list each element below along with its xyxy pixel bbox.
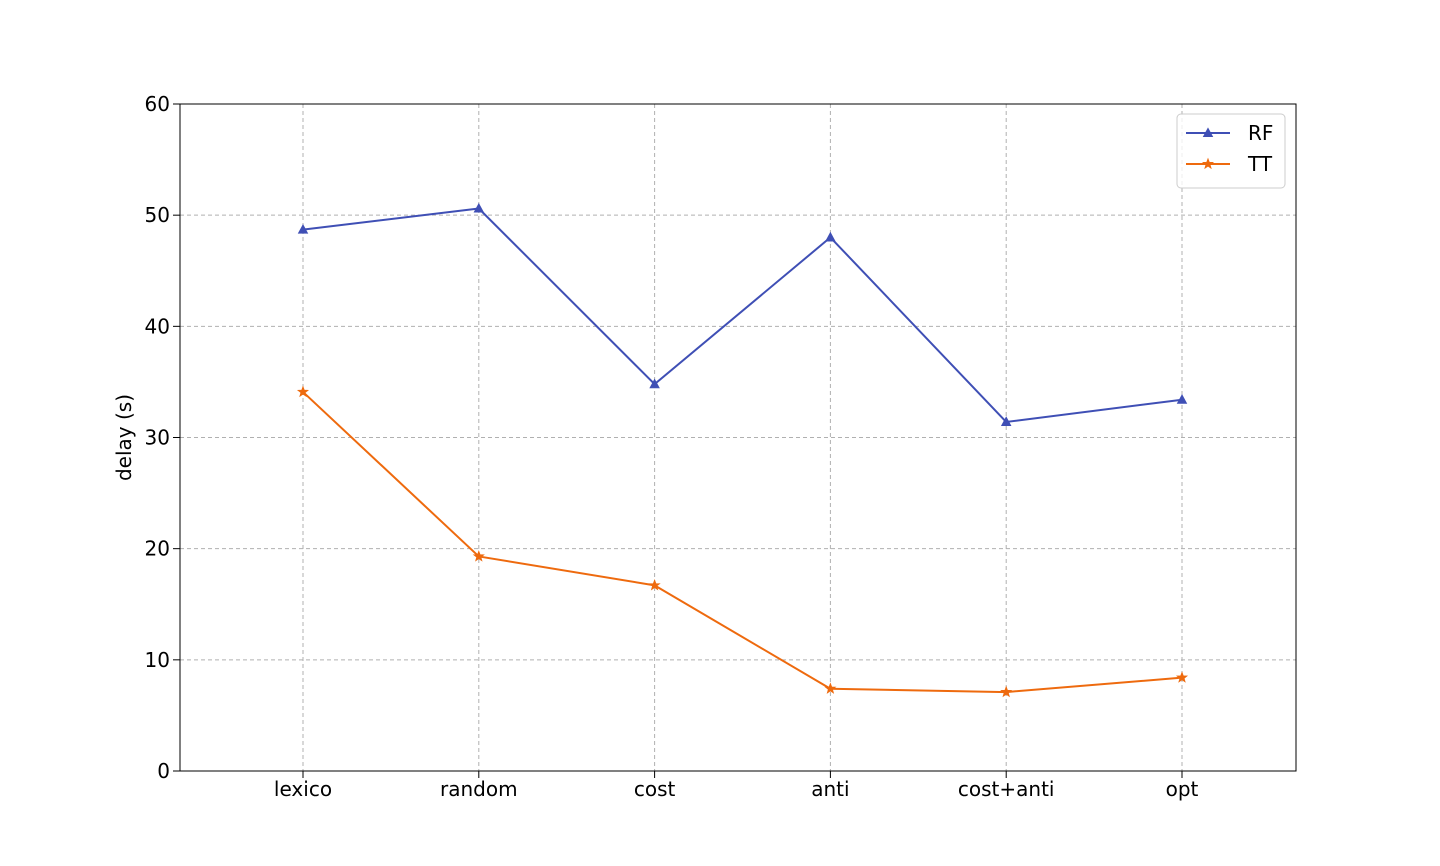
legend-swatch-marker xyxy=(1201,157,1215,170)
data-point-TT xyxy=(296,385,310,398)
data-point-TT xyxy=(1175,671,1189,683)
y-tick-label: 50 xyxy=(145,203,170,227)
series-RF xyxy=(297,202,1188,426)
series-line-TT xyxy=(302,391,1183,694)
legend-item-TT: TT xyxy=(1186,152,1273,176)
data-point-TT xyxy=(648,578,661,591)
data-point-TT xyxy=(824,682,837,694)
legend-label: TT xyxy=(1247,152,1273,176)
legend-item-RF: RF xyxy=(1186,121,1273,145)
y-tick-label: 30 xyxy=(145,426,170,450)
x-tick-label: opt xyxy=(1166,777,1199,801)
y-tick-label: 60 xyxy=(145,92,170,116)
legend-label: RF xyxy=(1248,121,1273,145)
data-point-RF xyxy=(1176,394,1188,404)
x-tick-label: cost+anti xyxy=(958,777,1055,801)
data-point-TT xyxy=(1000,685,1013,698)
data-point-RF xyxy=(297,223,309,234)
y-tick-label: 40 xyxy=(145,314,170,338)
x-tick-label: random xyxy=(440,777,518,801)
x-tick-label: cost xyxy=(634,777,676,801)
data-point-RF xyxy=(825,231,836,242)
y-tick-label: 0 xyxy=(157,759,170,783)
series-TT xyxy=(296,385,1189,698)
data-point-TT xyxy=(472,550,485,562)
data-point-RF xyxy=(1000,416,1012,426)
data-point-RF xyxy=(649,378,660,389)
x-tick-label: anti xyxy=(811,777,849,801)
legend-swatch-marker xyxy=(1202,127,1214,138)
series-layer xyxy=(296,202,1189,698)
grid xyxy=(180,104,1296,771)
series-line-RF xyxy=(302,207,1183,423)
y-tick-label: 10 xyxy=(145,648,170,672)
y-axis: 0 10 20 30 40 50 60 xyxy=(145,92,180,783)
y-axis-label: delay (s) xyxy=(112,394,136,481)
legend: RF TT xyxy=(1176,113,1286,189)
y-tick-label: 20 xyxy=(145,537,170,561)
x-tick-label: lexico xyxy=(274,777,332,801)
legend-items: RF TT xyxy=(1186,121,1273,176)
data-point-RF xyxy=(473,202,485,213)
x-axis: lexico random cost anti cost+anti opt xyxy=(274,771,1199,801)
